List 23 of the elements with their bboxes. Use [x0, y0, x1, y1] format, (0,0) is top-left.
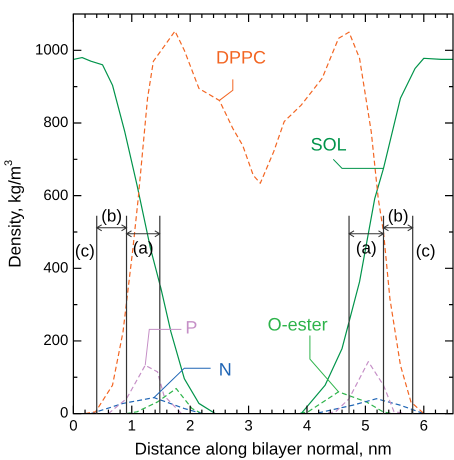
text: SOL	[310, 134, 347, 154]
x-tick-label: 3	[244, 418, 253, 435]
ref-line-label: (b)	[101, 206, 122, 226]
x-tick-label: 2	[186, 418, 194, 435]
y-tick-label: 800	[43, 114, 68, 132]
y-tick-label: 200	[43, 332, 68, 350]
series-label: N	[218, 360, 232, 380]
ref-line-label: (c)	[416, 241, 436, 260]
y-tick-label: 0	[60, 404, 68, 422]
y-tick-label: 1000	[34, 41, 68, 58]
y-axis-title: Density, kg/m3	[3, 160, 25, 268]
text: O-ester	[268, 314, 328, 334]
x-tick-label: 4	[302, 418, 312, 435]
x-tick-label: 5	[361, 418, 370, 435]
y-tick-label: 400	[43, 259, 68, 276]
ref-line-label: (c)	[74, 241, 95, 260]
x-axis-title: Distance along bilayer normal, nm	[134, 439, 392, 458]
ref-line-label: (b)	[388, 206, 408, 226]
series-label: DPPC	[216, 47, 266, 68]
text: P	[185, 318, 198, 338]
x-tick-label: 6	[420, 418, 428, 435]
x-tick-label: 1	[128, 418, 136, 435]
y-tick-label: 600	[43, 186, 68, 204]
